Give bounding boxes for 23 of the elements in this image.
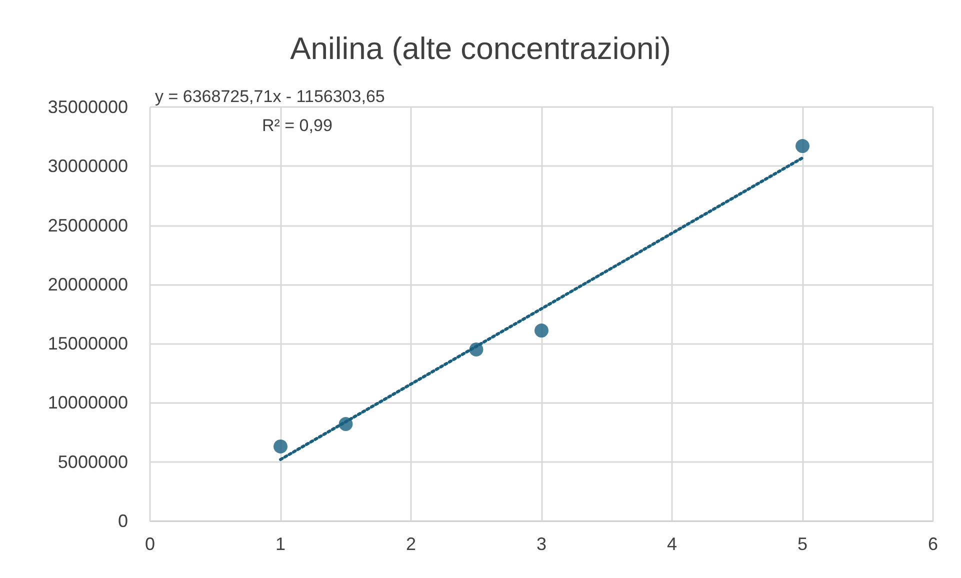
y-tick-label: 35000000	[48, 97, 128, 117]
y-tick-label: 15000000	[48, 334, 128, 354]
x-tick-label: 5	[797, 534, 808, 554]
point	[469, 342, 484, 356]
y-tick-label: 0	[118, 511, 128, 531]
text: y = 6368725,71x - 1156303,65	[155, 87, 385, 106]
point	[338, 417, 353, 431]
y-tick-label: 30000000	[48, 156, 128, 176]
x-tick-label: 6	[928, 534, 938, 554]
x-tick-label: 2	[406, 534, 416, 554]
x-tick-label: 1	[275, 534, 286, 554]
point	[274, 439, 288, 454]
y-tick-label: 25000000	[48, 215, 128, 236]
point	[796, 139, 810, 154]
y-tick-label: 20000000	[48, 274, 128, 294]
x-tick-label: 0	[144, 534, 156, 554]
y-tick-label: 5000000	[58, 452, 128, 472]
chart-title: Anilina (alte concentrazioni)	[290, 31, 671, 66]
x-tick-label: 4	[666, 534, 678, 554]
y-tick-label: 10000000	[48, 392, 128, 413]
point	[534, 324, 548, 338]
x-tick-label: 3	[536, 534, 547, 554]
annotation: R² = 0,99	[262, 116, 332, 135]
